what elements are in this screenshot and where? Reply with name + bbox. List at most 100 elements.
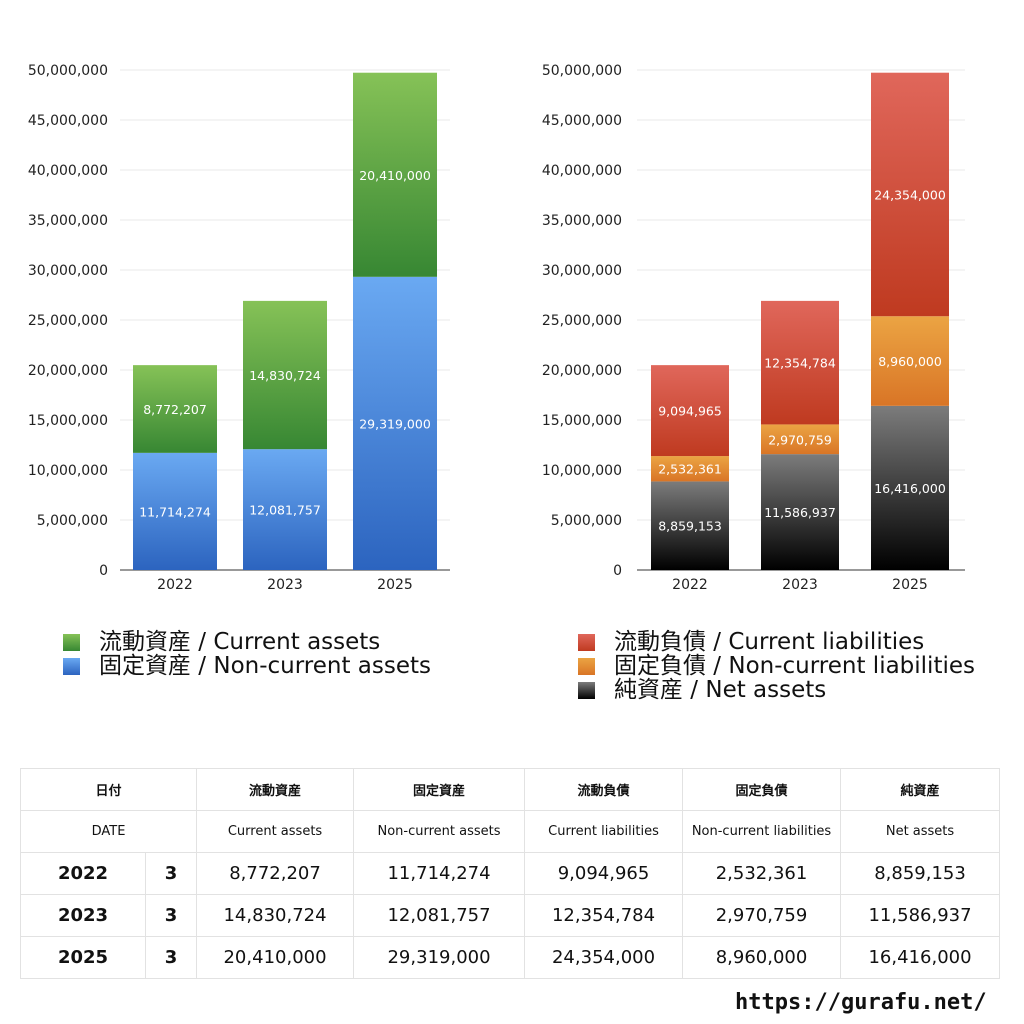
data-label: 12,081,757 bbox=[249, 503, 321, 518]
bar-segment bbox=[133, 365, 217, 453]
y-tick-label: 25,000,000 bbox=[542, 313, 622, 329]
y-tick-label: 15,000,000 bbox=[28, 413, 108, 429]
charts-canvas: 0 5,000,000 10,000,000 15,000,000 20,000,000… bbox=[28, 63, 965, 593]
legend-swatch bbox=[63, 633, 80, 651]
value-cell: 9,094,965 bbox=[524, 852, 684, 895]
data-label: 9,094,965 bbox=[658, 404, 722, 419]
value-cell: 24,354,000 bbox=[524, 936, 684, 979]
y-tick-label: 5,000,000 bbox=[37, 513, 108, 529]
y-tick-label: 40,000,000 bbox=[28, 163, 108, 179]
value-cell: 12,354,784 bbox=[524, 894, 684, 937]
year-cell: 2022 bbox=[20, 852, 146, 895]
x-tick-label: 2025 bbox=[377, 577, 413, 593]
legend-item-current-liabilities: 流動負債 / Current liabilities bbox=[578, 630, 975, 654]
legend-swatch bbox=[578, 657, 595, 675]
y-tick-label: 30,000,000 bbox=[28, 263, 108, 279]
data-label: 16,416,000 bbox=[874, 481, 946, 496]
value-cell: 29,319,000 bbox=[353, 936, 526, 979]
bar-segment bbox=[651, 456, 729, 482]
value-cell: 2,970,759 bbox=[682, 894, 842, 937]
header-cell: Non-current assets bbox=[353, 810, 526, 853]
header-cell: 純資産 bbox=[840, 768, 1001, 811]
legend-item-non-current-assets: 固定資産 / Non-current assets bbox=[63, 654, 431, 678]
y-tick-label: 45,000,000 bbox=[28, 113, 108, 129]
y-tick-label: 15,000,000 bbox=[542, 413, 622, 429]
site-url[interactable]: https://gurafu.net/ bbox=[735, 990, 987, 1015]
header-row-en: DATE Current assets Non-current assets C… bbox=[19, 810, 1001, 853]
y-tick-label: 45,000,000 bbox=[542, 113, 622, 129]
data-label: 11,586,937 bbox=[764, 505, 836, 520]
header-cell: Current liabilities bbox=[524, 810, 684, 853]
data-label: 2,532,361 bbox=[658, 462, 722, 477]
value-cell: 8,772,207 bbox=[196, 852, 355, 895]
bar-segment bbox=[243, 300, 327, 450]
y-tick-label: 0 bbox=[613, 563, 622, 579]
bar-segment bbox=[871, 316, 949, 406]
data-label: 12,354,784 bbox=[764, 356, 836, 371]
liabilities-legend: 流動負債 / Current liabilities 固定負債 / Non-cu… bbox=[578, 630, 975, 702]
data-label: 20,410,000 bbox=[359, 168, 431, 183]
table-row: 2025 3 20,410,000 29,319,000 24,354,000 … bbox=[20, 936, 1001, 979]
x-tick-label: 2023 bbox=[267, 577, 303, 593]
bar-segment bbox=[871, 72, 949, 317]
header-row-ja: 日付 流動資産 固定資産 流動負債 固定負債 純資産 bbox=[19, 768, 1001, 811]
bar-segment bbox=[761, 454, 839, 570]
data-label: 8,960,000 bbox=[878, 354, 942, 369]
legend-label: 固定負債 / Non-current liabilities bbox=[614, 653, 975, 679]
x-tick-label: 2022 bbox=[672, 577, 708, 593]
header-cell: Non-current liabilities bbox=[682, 810, 842, 853]
y-tick-label: 50,000,000 bbox=[542, 63, 622, 79]
table-row: 2023 3 14,830,724 12,081,757 12,354,784 … bbox=[20, 894, 1001, 937]
x-tick-label: 2025 bbox=[892, 577, 928, 593]
data-label: 29,319,000 bbox=[359, 416, 431, 431]
y-tick-label: 50,000,000 bbox=[28, 63, 108, 79]
month-cell: 3 bbox=[144, 894, 198, 937]
value-cell: 2,532,361 bbox=[682, 852, 842, 895]
data-label: 8,859,153 bbox=[658, 519, 722, 534]
y-tick-label: 35,000,000 bbox=[28, 213, 108, 229]
year-cell: 2023 bbox=[20, 894, 146, 937]
y-tick-label: 40,000,000 bbox=[542, 163, 622, 179]
month-cell: 3 bbox=[144, 936, 198, 979]
data-label: 14,830,724 bbox=[249, 368, 321, 383]
value-cell: 8,859,153 bbox=[840, 852, 1001, 895]
y-tick-label: 20,000,000 bbox=[28, 363, 108, 379]
value-cell: 11,586,937 bbox=[840, 894, 1001, 937]
bar-segment bbox=[353, 276, 437, 570]
data-label: 8,772,207 bbox=[143, 402, 207, 417]
data-table: 日付 流動資産 固定資産 流動負債 固定負債 純資産 DATE Current … bbox=[19, 768, 1001, 979]
assets-chart: 0 5,000,000 10,000,000 15,000,000 20,000,000… bbox=[28, 63, 450, 593]
y-tick-label: 10,000,000 bbox=[28, 463, 108, 479]
y-tick-label: 0 bbox=[99, 563, 108, 579]
bar-segment bbox=[871, 405, 949, 570]
value-cell: 20,410,000 bbox=[196, 936, 355, 979]
value-cell: 14,830,724 bbox=[196, 894, 355, 937]
assets-legend: 流動資産 / Current assets 固定資産 / Non-current… bbox=[63, 630, 431, 678]
bar-segment bbox=[761, 300, 839, 425]
value-cell: 11,714,274 bbox=[353, 852, 526, 895]
legend-label: 固定資産 / Non-current assets bbox=[99, 653, 432, 679]
data-label: 2,970,759 bbox=[768, 432, 832, 447]
y-tick-label: 25,000,000 bbox=[28, 313, 108, 329]
y-tick-label: 5,000,000 bbox=[551, 513, 622, 529]
data-label: 11,714,274 bbox=[139, 504, 211, 519]
value-cell: 16,416,000 bbox=[840, 936, 1001, 979]
legend-item-current-assets: 流動資産 / Current assets bbox=[63, 630, 431, 654]
header-cell: 固定負債 bbox=[682, 768, 842, 811]
liabilities-chart: 0 5,000,000 10,000,000 15,000,000 20,000,000… bbox=[542, 63, 965, 593]
bar-segment bbox=[651, 481, 729, 570]
y-tick-label: 30,000,000 bbox=[542, 263, 622, 279]
legend-label: 流動負債 / Current liabilities bbox=[614, 629, 925, 655]
bar-segment bbox=[133, 452, 217, 570]
legend-item-net-assets: 純資産 / Net assets bbox=[578, 678, 975, 702]
bar-segment bbox=[243, 449, 327, 570]
header-cell: 流動負債 bbox=[524, 768, 684, 811]
legend-label: 純資産 / Net assets bbox=[614, 677, 827, 703]
legend-item-non-current-liabilities: 固定負債 / Non-current liabilities bbox=[578, 654, 975, 678]
y-tick-label: 35,000,000 bbox=[542, 213, 622, 229]
header-cell: 流動資産 bbox=[196, 768, 355, 811]
legend-swatch bbox=[578, 681, 595, 699]
month-cell: 3 bbox=[144, 852, 198, 895]
value-cell: 12,081,757 bbox=[353, 894, 526, 937]
bar-segment bbox=[651, 365, 729, 457]
